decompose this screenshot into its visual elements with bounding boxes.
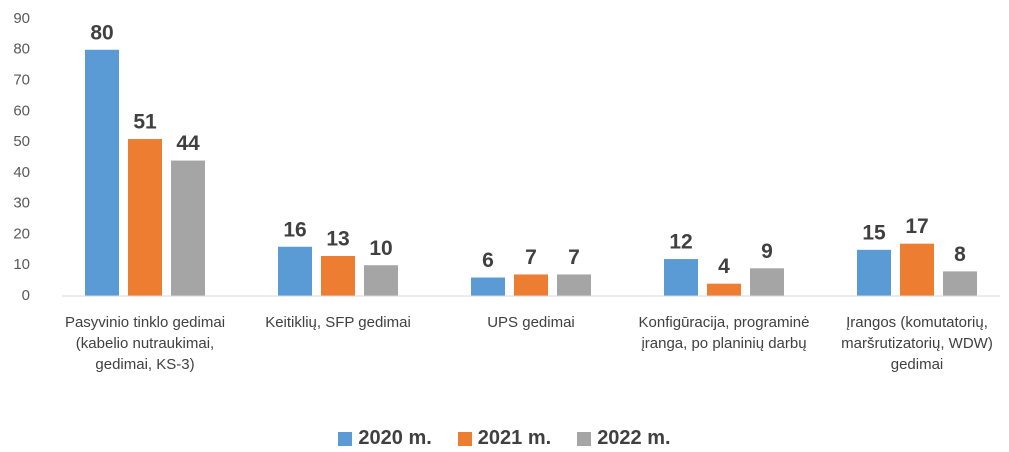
x-tick-label: Pasyvinio tinklo gedimai (kabelio nutrau… — [64, 314, 226, 373]
value-label: 9 — [761, 240, 773, 263]
value-label: 4 — [718, 255, 730, 278]
legend-label: 2021 m. — [477, 427, 552, 449]
x-tick-label: Konfigūracija, programinė įranga, po pla… — [638, 314, 810, 352]
bar — [664, 259, 698, 296]
bar — [514, 274, 548, 296]
legend-swatch — [577, 431, 592, 446]
bar — [278, 246, 312, 296]
bar — [900, 243, 934, 296]
y-tick-label: 40 — [13, 164, 30, 181]
y-tick-label: 70 — [13, 72, 30, 89]
value-label: 80 — [90, 21, 113, 44]
value-label: 17 — [905, 215, 928, 238]
value-label: 44 — [176, 132, 200, 155]
legend-item: 2022 m. — [577, 427, 671, 450]
y-tick-label: 20 — [13, 225, 30, 242]
legend-label: 2022 m. — [597, 427, 671, 449]
value-label: 7 — [525, 246, 537, 269]
value-label: 13 — [326, 228, 349, 251]
value-label: 8 — [954, 243, 966, 266]
y-tick-label: 0 — [22, 287, 30, 304]
bar — [171, 160, 205, 296]
bar — [364, 265, 398, 296]
value-label: 51 — [133, 111, 157, 134]
bar — [707, 283, 741, 296]
y-tick-label: 60 — [13, 102, 30, 119]
x-tick-label: Keitiklių, SFP gedimai — [265, 314, 411, 331]
y-tick-label: 10 — [13, 256, 30, 273]
value-label: 6 — [482, 249, 494, 272]
bar — [85, 49, 119, 297]
legend-label: 2020 m. — [358, 427, 432, 449]
value-label: 10 — [369, 237, 392, 260]
bar — [471, 277, 505, 296]
y-tick-label: 80 — [13, 41, 30, 58]
y-tick-label: 90 — [13, 10, 30, 27]
bar — [321, 255, 355, 296]
bar — [557, 274, 591, 296]
bar — [750, 268, 784, 296]
value-label: 12 — [669, 231, 692, 254]
legend-swatch — [338, 431, 353, 446]
legend-swatch — [457, 431, 472, 446]
value-label: 15 — [862, 221, 886, 244]
value-label: 16 — [283, 218, 306, 241]
bar — [943, 271, 977, 296]
legend-item: 2020 m. — [338, 427, 432, 450]
legend-item: 2021 m. — [457, 427, 552, 450]
x-tick-label: UPS gedimai — [487, 314, 575, 331]
bar — [857, 249, 891, 296]
y-tick-label: 50 — [13, 133, 30, 150]
x-tick-label: Įrangos (komutatorių, maršrutizatorių, W… — [841, 314, 993, 373]
bar — [128, 139, 162, 296]
legend: 2020 m. 2021 m. 2022 m. — [0, 427, 1009, 450]
value-label: 7 — [568, 246, 580, 269]
y-tick-label: 30 — [13, 195, 30, 212]
